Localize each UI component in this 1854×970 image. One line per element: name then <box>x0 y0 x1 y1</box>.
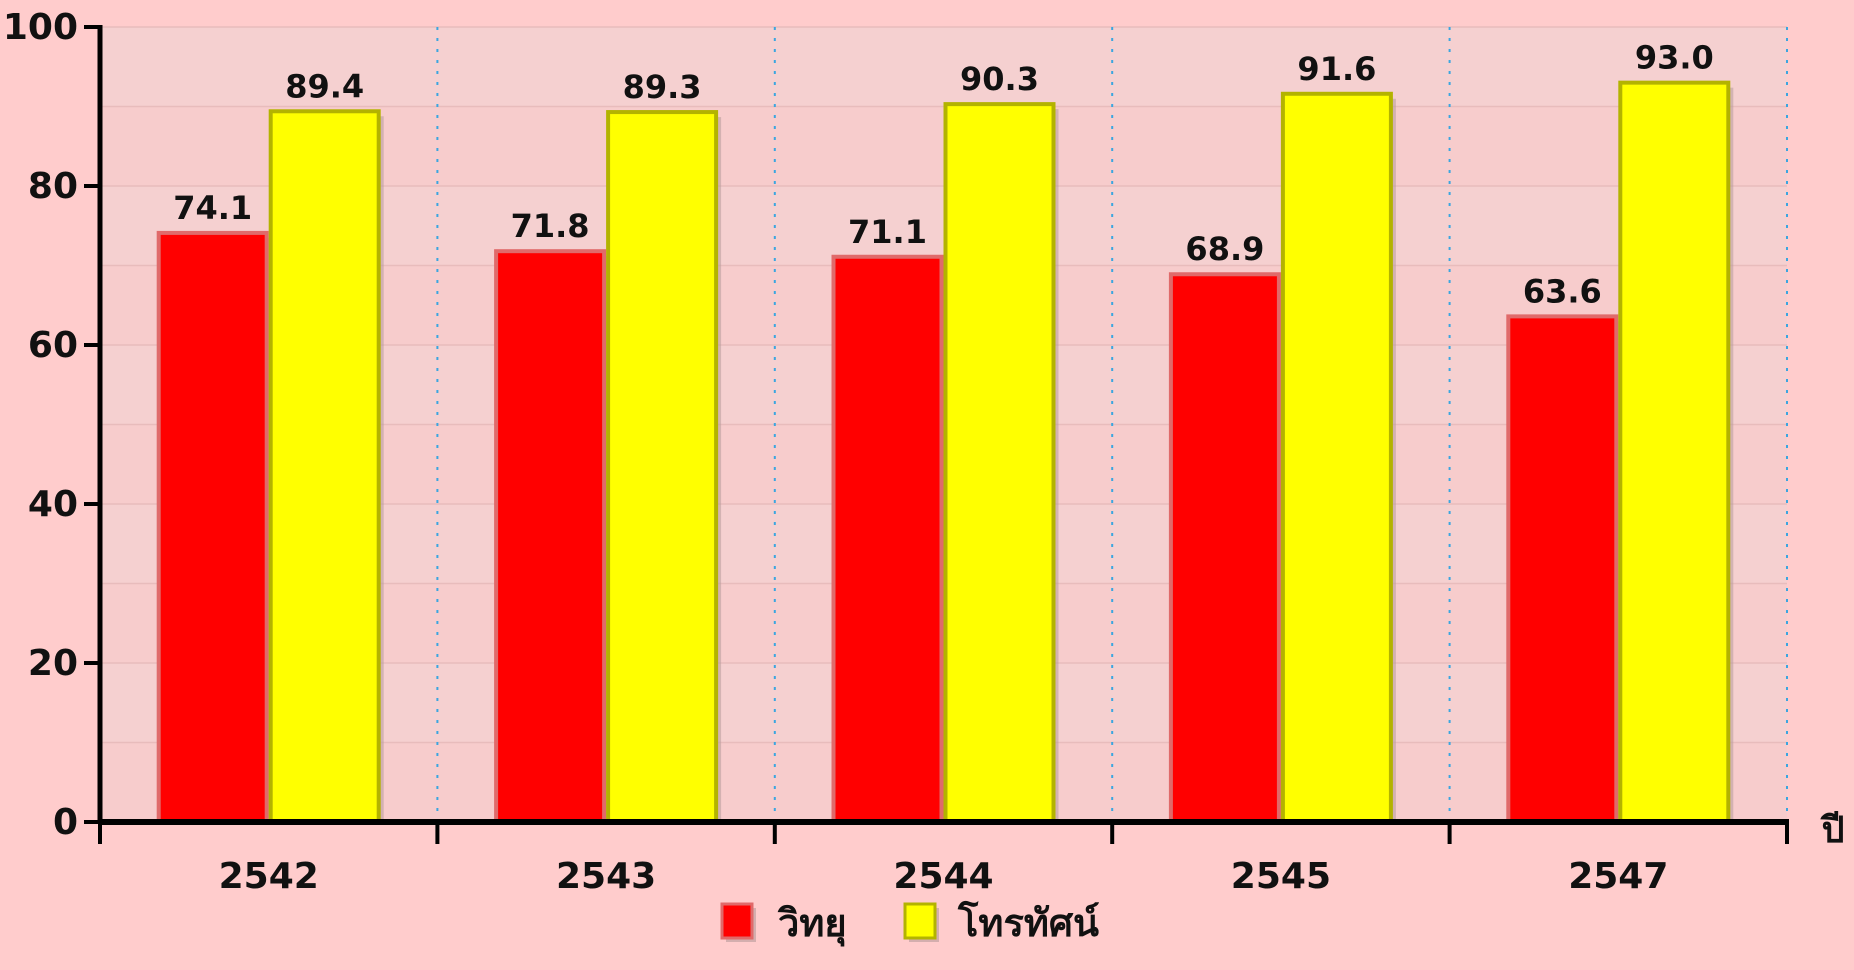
x-tick-label: 2542 <box>219 856 319 897</box>
data-label: 89.3 <box>623 68 702 106</box>
y-tick-label: 20 <box>28 643 78 684</box>
bar-tv-2545 <box>1280 91 1393 824</box>
data-label: 89.4 <box>285 67 364 105</box>
bar-radio-2547 <box>1506 314 1619 824</box>
bar-tv-2547 <box>1618 80 1731 824</box>
legend-swatch-tv <box>903 902 937 940</box>
bars: 74.1 89.4 71.8 89.3 71.1 90.3 68.9 91.6 63.6 93.0 <box>156 39 1734 825</box>
bar-radio-2545 <box>1168 272 1281 824</box>
data-label: 71.8 <box>511 207 590 245</box>
legend: วิทยุ โทรทัศน์ <box>720 900 1099 947</box>
data-label: 74.1 <box>173 189 252 227</box>
x-axis-label: ปี <box>1820 810 1845 851</box>
bar-tv-2544 <box>943 102 1056 825</box>
x-tick-label: 2547 <box>1568 856 1668 897</box>
y-tick-label: 100 <box>3 7 78 48</box>
bar-tv-2542 <box>268 109 381 824</box>
data-label: 71.1 <box>848 213 927 251</box>
x-tick-label: 2545 <box>1231 856 1331 897</box>
legend-label-tv: โทรทัศน์ <box>957 900 1099 945</box>
bar-radio-2543 <box>494 249 607 824</box>
data-label: 63.6 <box>1523 272 1602 310</box>
y-tick-label: 60 <box>28 325 78 366</box>
grid-band <box>100 27 1787 107</box>
y-tick-label: 40 <box>28 484 78 525</box>
y-tick-label: 80 <box>28 166 78 207</box>
legend-swatch-radio <box>720 902 754 940</box>
data-label: 68.9 <box>1185 230 1264 268</box>
data-label: 90.3 <box>960 60 1039 98</box>
legend-label-radio: วิทยุ <box>777 901 846 947</box>
x-tick-label: 2543 <box>556 856 656 897</box>
data-label: 93.0 <box>1635 39 1714 77</box>
bar-radio-2542 <box>156 230 269 824</box>
y-tick-label: 0 <box>53 802 78 843</box>
bar-radio-2544 <box>831 254 944 824</box>
bar-tv-2543 <box>606 110 719 824</box>
data-label: 91.6 <box>1297 50 1376 88</box>
axes: 0 20 40 60 80 100 2542 2543 2544 2545 2547 ปี <box>3 7 1845 897</box>
x-tick-label: 2544 <box>893 856 993 897</box>
